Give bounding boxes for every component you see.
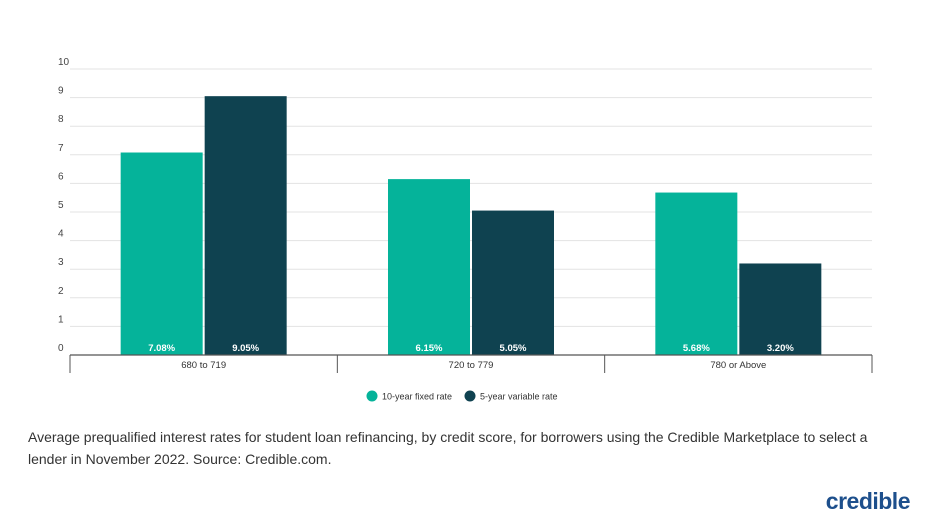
chart-caption: Average prequalified interest rates for …: [28, 429, 868, 467]
y-tick-label: 8: [58, 114, 64, 125]
y-tick-label: 10: [58, 57, 70, 68]
data-label: 5.68%: [683, 343, 710, 354]
x-tick-label: 680 to 719: [181, 360, 226, 371]
y-tick-label: 5: [58, 200, 64, 211]
y-tick-label: 3: [58, 257, 64, 268]
x-tick-label: 720 to 779: [449, 360, 494, 371]
y-tick-label: 7: [58, 143, 64, 154]
y-tick-label: 6: [58, 171, 64, 182]
y-tick-label: 2: [58, 286, 64, 297]
y-tick-label: 1: [58, 314, 64, 325]
credible-logo: credible: [825, 488, 911, 514]
data-label: 7.08%: [148, 343, 175, 354]
legend-swatch: [464, 390, 476, 402]
bar: [204, 96, 287, 356]
bar: [655, 192, 738, 355]
data-label: 3.20%: [767, 343, 794, 354]
legend-label: 10-year fixed rate: [382, 392, 452, 402]
x-tick-label: 780 or Above: [710, 360, 766, 371]
data-label: 5.05%: [500, 343, 527, 354]
y-tick-label: 9: [58, 86, 64, 97]
y-tick-label: 0: [58, 343, 64, 354]
bar: [388, 179, 470, 355]
bar: [472, 210, 554, 355]
data-label: 9.05%: [232, 343, 259, 354]
y-tick-label: 4: [58, 229, 64, 240]
bar: [739, 263, 822, 355]
legend-swatch: [366, 390, 378, 402]
legend-label: 5-year variable rate: [480, 392, 558, 402]
bar: [120, 152, 203, 355]
data-label: 6.15%: [416, 343, 443, 354]
bar-chart: 0 1 2 3 4 5 6 7 8 9 10 7.08% 9.05% 680 to 719 6.15% 5.0…: [58, 57, 873, 402]
